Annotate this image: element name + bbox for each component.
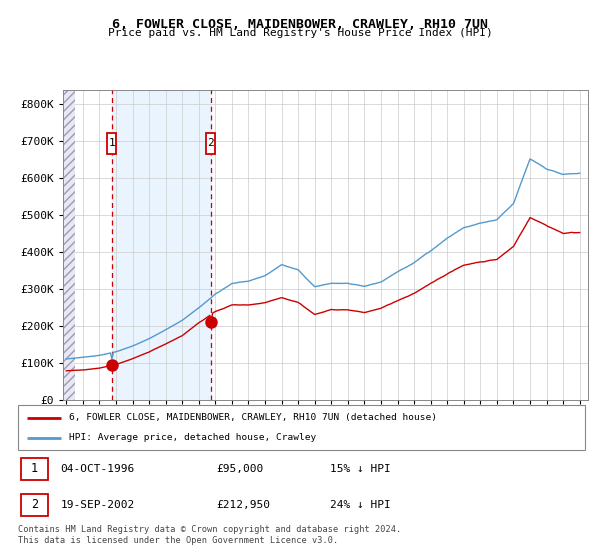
Text: HPI: Average price, detached house, Crawley: HPI: Average price, detached house, Craw… — [69, 433, 316, 442]
Text: 1: 1 — [31, 462, 38, 475]
FancyBboxPatch shape — [21, 494, 48, 516]
FancyBboxPatch shape — [107, 133, 116, 154]
Text: Price paid vs. HM Land Registry's House Price Index (HPI): Price paid vs. HM Land Registry's House … — [107, 28, 493, 38]
Text: 2: 2 — [31, 498, 38, 511]
Text: 19-SEP-2002: 19-SEP-2002 — [61, 500, 135, 510]
Text: 04-OCT-1996: 04-OCT-1996 — [61, 464, 135, 474]
Bar — [112, 90, 211, 400]
Text: 6, FOWLER CLOSE, MAIDENBOWER, CRAWLEY, RH10 7UN (detached house): 6, FOWLER CLOSE, MAIDENBOWER, CRAWLEY, R… — [69, 413, 437, 422]
Text: 1: 1 — [109, 138, 115, 148]
Text: £95,000: £95,000 — [217, 464, 264, 474]
Bar — [63, 90, 74, 400]
Text: 15% ↓ HPI: 15% ↓ HPI — [330, 464, 391, 474]
Text: Contains HM Land Registry data © Crown copyright and database right 2024.
This d: Contains HM Land Registry data © Crown c… — [18, 525, 401, 545]
FancyBboxPatch shape — [206, 133, 215, 154]
FancyBboxPatch shape — [21, 458, 48, 479]
Text: 24% ↓ HPI: 24% ↓ HPI — [330, 500, 391, 510]
Text: 2: 2 — [208, 138, 214, 148]
Text: 6, FOWLER CLOSE, MAIDENBOWER, CRAWLEY, RH10 7UN: 6, FOWLER CLOSE, MAIDENBOWER, CRAWLEY, R… — [112, 18, 488, 31]
Text: £212,950: £212,950 — [217, 500, 271, 510]
